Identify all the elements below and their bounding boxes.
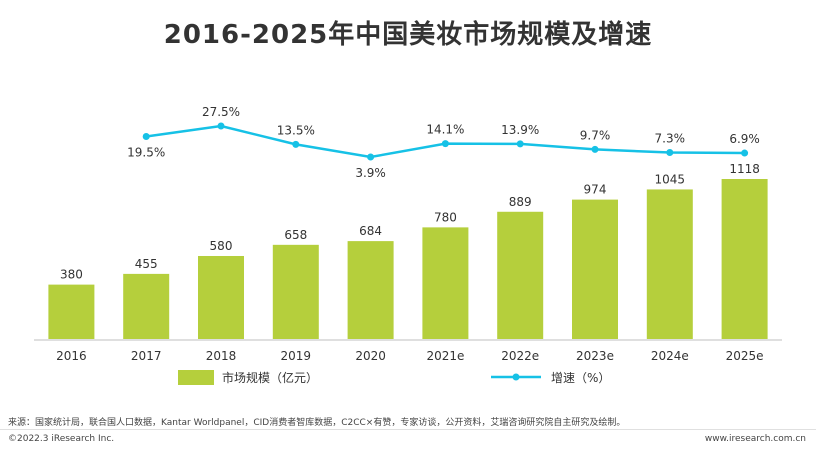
legend-bar-swatch bbox=[178, 370, 214, 385]
bar-label-2019: 658 bbox=[284, 228, 307, 242]
copyright: ©2022.3 iResearch Inc. bbox=[8, 434, 115, 444]
growth-point-2025e bbox=[741, 149, 749, 157]
bar-2018 bbox=[198, 255, 244, 339]
bar-2016 bbox=[48, 284, 95, 339]
x-tick-2018: 2018 bbox=[206, 349, 237, 363]
growth-label-2022e: 13.9% bbox=[501, 123, 539, 137]
growth-label-2024e: 7.3% bbox=[655, 132, 686, 146]
bar-2024e bbox=[646, 189, 693, 339]
x-tick-2024e: 2024e bbox=[651, 349, 689, 363]
growth-point-2023e bbox=[591, 145, 599, 153]
growth-line-layer: 19.5% 27.5% 13.5% 3.9% 14.1% 13.9% 9.7% 7.3% 6.9… bbox=[127, 105, 760, 180]
bar-label-2023e: 974 bbox=[584, 183, 607, 197]
x-tick-2016: 2016 bbox=[56, 349, 87, 363]
bars-layer: 380 455 580 658 684 780 889 974 1045 1118 bbox=[48, 162, 768, 339]
growth-point-2020 bbox=[367, 153, 375, 161]
x-tick-2020: 2020 bbox=[355, 349, 386, 363]
growth-point-2022e bbox=[516, 140, 524, 148]
bar-label-2017: 455 bbox=[135, 257, 158, 271]
growth-label-2021e: 14.1% bbox=[426, 123, 464, 137]
growth-point-2017 bbox=[142, 133, 150, 141]
bar-2017 bbox=[123, 273, 170, 339]
footer-divider bbox=[0, 429, 816, 430]
growth-label-2025e: 6.9% bbox=[729, 132, 760, 146]
growth-label-2017: 19.5% bbox=[127, 146, 165, 160]
legend-line-marker bbox=[512, 373, 520, 381]
bar-label-2016: 380 bbox=[60, 268, 83, 282]
x-tick-2023e: 2023e bbox=[576, 349, 614, 363]
x-tick-2022e: 2022e bbox=[501, 349, 539, 363]
bar-label-2024e: 1045 bbox=[655, 172, 686, 186]
growth-point-2024e bbox=[666, 149, 674, 157]
legend-line-label: 增速（%） bbox=[551, 371, 610, 385]
growth-label-2019: 13.5% bbox=[277, 123, 315, 137]
growth-label-2023e: 9.7% bbox=[580, 128, 611, 142]
bar-label-2022e: 889 bbox=[509, 195, 532, 209]
bar-2019 bbox=[272, 244, 319, 339]
bar-label-2018: 580 bbox=[210, 239, 233, 253]
bar-line-chart: 380 455 580 658 684 780 889 974 1045 1118 19.5% 27… bbox=[34, 105, 782, 385]
bar-2022e bbox=[497, 211, 544, 339]
bar-2020 bbox=[347, 241, 394, 339]
x-tick-2019: 2019 bbox=[281, 349, 312, 363]
growth-point-2018 bbox=[217, 122, 225, 130]
x-tick-2021e: 2021e bbox=[426, 349, 464, 363]
growth-label-2018: 27.5% bbox=[202, 105, 240, 119]
legend: 市场规模（亿元） 增速（%） bbox=[178, 370, 610, 385]
growth-point-2019 bbox=[292, 140, 300, 148]
legend-bar-label: 市场规模（亿元） bbox=[222, 370, 318, 385]
x-tick-labels: 2016 2017 2018 2019 2020 2021e 2022e 2023e 2024e… bbox=[56, 349, 763, 363]
source-note: 来源：国家统计局，联合国人口数据，Kantar Worldpanel，CID消费… bbox=[8, 418, 626, 428]
website-url: www.iresearch.com.cn bbox=[704, 434, 806, 444]
growth-label-2020: 3.9% bbox=[355, 166, 386, 180]
bar-2023e bbox=[572, 199, 618, 339]
x-tick-2017: 2017 bbox=[131, 349, 162, 363]
bar-2025e bbox=[721, 179, 768, 339]
x-tick-2025e: 2025e bbox=[726, 349, 764, 363]
chart-title: 2016-2025年中国美妆市场规模及增速 bbox=[163, 20, 653, 50]
bar-label-2021e: 780 bbox=[434, 210, 457, 224]
bar-label-2025e: 1118 bbox=[729, 162, 760, 176]
bar-2021e bbox=[422, 227, 469, 339]
bar-label-2020: 684 bbox=[359, 224, 382, 238]
growth-point-2021e bbox=[441, 140, 449, 148]
